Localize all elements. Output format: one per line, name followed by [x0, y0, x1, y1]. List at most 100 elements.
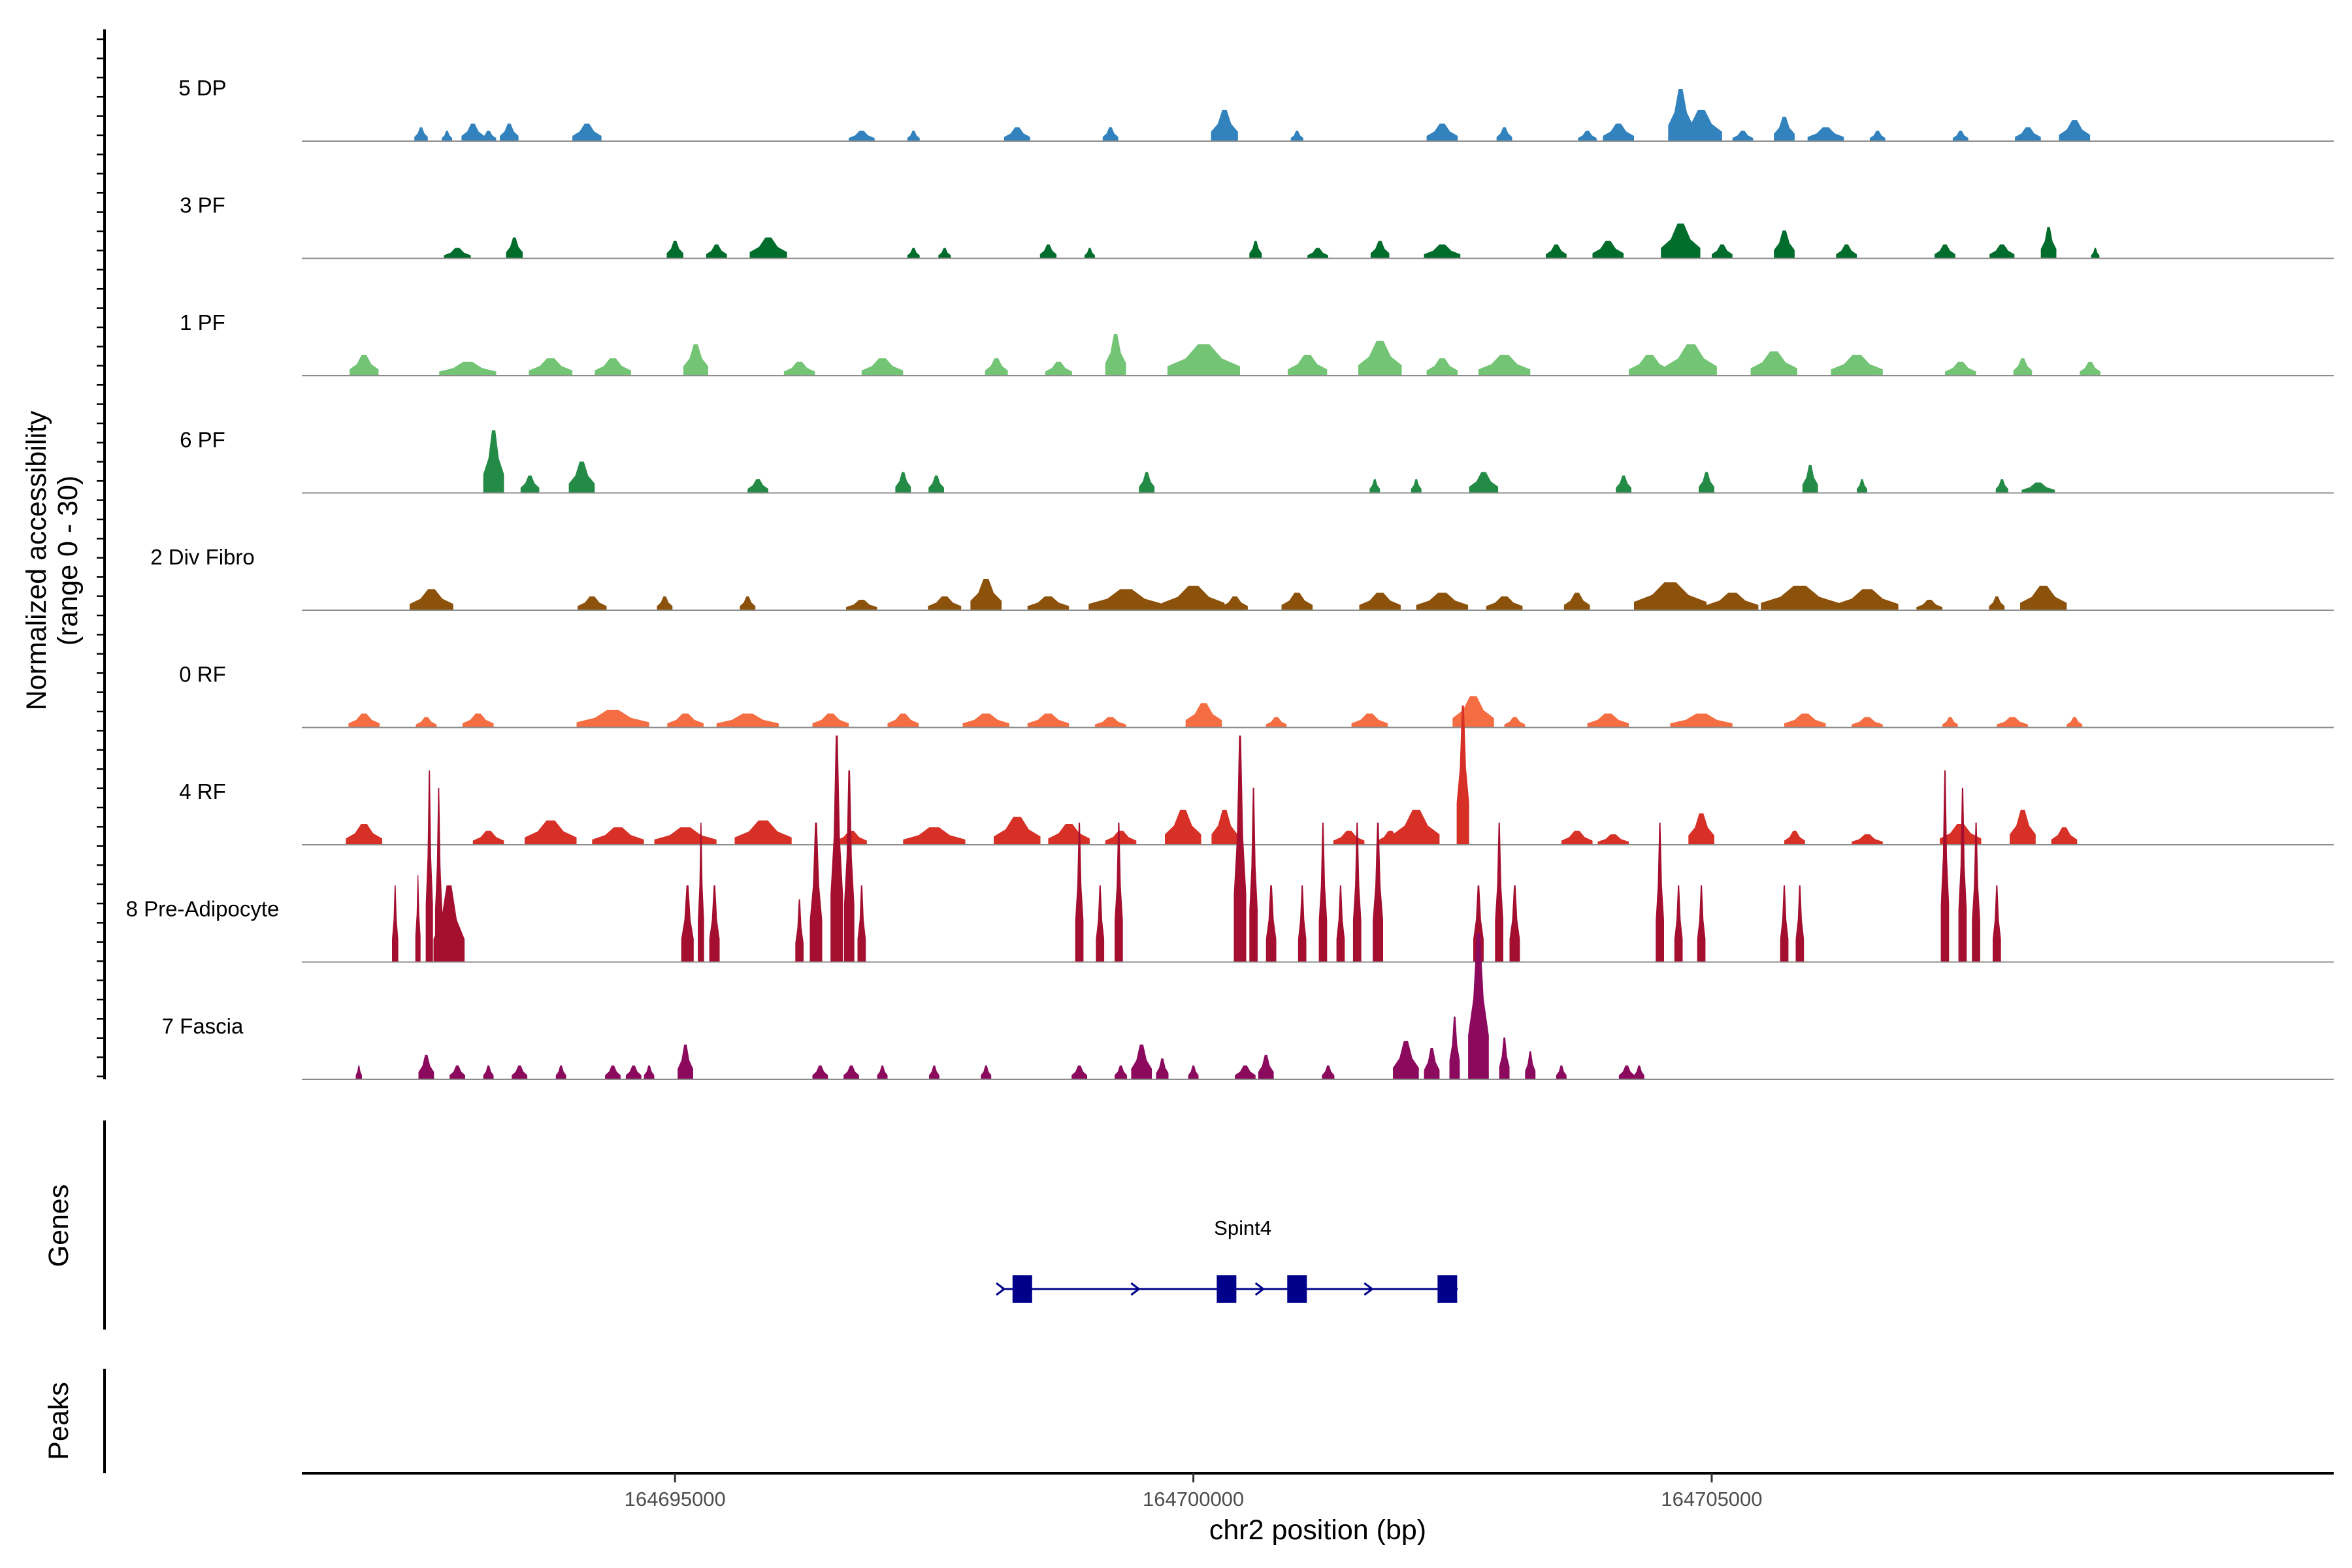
coverage-peak: [747, 479, 768, 493]
coverage-peak: [1222, 596, 1248, 610]
coverage-peak: [449, 1065, 465, 1079]
coverage-peak: [1680, 110, 1722, 141]
coverage-peak: [1266, 885, 1277, 962]
coverage-peak: [1795, 885, 1805, 962]
coverage-peak: [1424, 1048, 1440, 1079]
coverage-peak: [1563, 593, 1590, 610]
coverage-peak: [1661, 223, 1701, 259]
coverage-peak: [985, 358, 1008, 376]
coverage-peak: [1318, 823, 1328, 962]
track-2-div-fibro: 2 Div Fibro: [150, 545, 2334, 611]
gene-exon: [1287, 1275, 1307, 1303]
coverage-peak: [1836, 244, 1857, 259]
coverage-peak: [1478, 355, 1531, 376]
track-7-fascia: 7 Fascia: [162, 933, 2334, 1080]
coverage-peak: [1935, 244, 1955, 259]
coverage-peak: [1750, 351, 1797, 376]
coverage-peak: [1712, 244, 1733, 259]
coverage-peak: [500, 123, 519, 141]
coverage-peak: [795, 899, 804, 962]
coverage-peak: [1233, 735, 1247, 962]
coverage-peak: [1495, 823, 1503, 962]
genes-row-title: Genes: [43, 1184, 74, 1267]
coverage-peak: [1496, 127, 1512, 141]
coverage-peak: [1993, 885, 2001, 962]
coverage-peak: [605, 1065, 621, 1079]
coverage-peak: [981, 1065, 992, 1079]
coverage-peak: [1732, 131, 1754, 141]
coverage-peak: [1807, 127, 1844, 141]
coverage-peak: [483, 1065, 494, 1079]
coverage-peak: [666, 240, 683, 259]
coverage-peak: [1945, 361, 1976, 376]
coverage-peak: [1780, 885, 1789, 962]
coverage-peak: [962, 713, 1009, 728]
coverage-peak: [809, 823, 823, 962]
coverage-peak: [929, 1065, 939, 1079]
coverage-peak: [1499, 1037, 1510, 1079]
track-8-pre-adipocyte: 8 Pre-Adipocyte: [126, 735, 2334, 963]
coverage-peak: [938, 248, 951, 259]
coverage-peak: [1165, 809, 1201, 845]
coverage-peak: [1027, 713, 1070, 728]
coverage-peak: [1094, 717, 1126, 728]
coverage-peak: [846, 600, 877, 610]
track-5-dp: 5 DP: [178, 76, 2334, 142]
coverage-peak: [480, 131, 497, 141]
coverage-peak: [1456, 705, 1469, 845]
coverage-peak: [734, 820, 792, 845]
gene-annotation: Spint4: [996, 1217, 1458, 1303]
coverage-peak: [1370, 240, 1390, 259]
coverage-peak: [1411, 479, 1422, 493]
strand-arrow: [1364, 1282, 1374, 1296]
coverage-peak: [1697, 885, 1706, 962]
coverage-peak: [1707, 593, 1759, 610]
coverage-peak: [520, 475, 540, 493]
coverage-peak: [1131, 1044, 1152, 1079]
track-6-pf: 6 PF: [180, 428, 2334, 494]
coverage-peak: [812, 1065, 828, 1079]
coverage-peak: [1075, 823, 1084, 962]
coverage-peak: [970, 579, 1002, 610]
coverage-peak: [1504, 717, 1526, 728]
gene-exon: [1217, 1275, 1237, 1303]
coverage-peak: [698, 823, 704, 962]
coverage-peak: [1088, 589, 1164, 610]
coverage-peak: [1188, 1065, 1199, 1079]
coverage-peak: [1940, 824, 1982, 845]
coverage-peak: [1162, 585, 1225, 610]
coverage-peak: [1027, 596, 1070, 610]
coverage-peak: [439, 361, 497, 376]
coverage-peak: [1670, 713, 1733, 728]
coverage-peak: [1211, 110, 1238, 141]
coverage-peak: [1761, 585, 1839, 610]
coverage-peak: [346, 824, 382, 845]
coverage-peak: [1449, 1017, 1460, 1079]
coverage-peak: [877, 1065, 888, 1079]
coverage-peak: [433, 885, 465, 962]
coverage-peak: [483, 430, 504, 493]
coverage-peak: [1802, 465, 1818, 493]
coverage-peak: [355, 1065, 362, 1079]
coverage-peak: [1852, 834, 1883, 845]
coverage-peak: [1258, 1054, 1274, 1079]
coverage-peak: [1688, 813, 1714, 845]
coverage-peak: [1852, 717, 1883, 728]
strand-arrow: [996, 1282, 1006, 1296]
strand-arrow: [1130, 1282, 1141, 1296]
coverage-peak: [2013, 358, 2033, 376]
coverage-peak: [667, 713, 704, 728]
coverage-peak: [576, 710, 649, 728]
coverage-peak: [1546, 244, 1567, 259]
coverage-peak: [887, 713, 919, 728]
coverage-peak: [1290, 131, 1303, 141]
coverage-peak: [555, 1065, 566, 1079]
coverage-peak: [592, 827, 644, 845]
coverage-peak: [1105, 334, 1126, 376]
coverage-peak: [1322, 1065, 1335, 1079]
coverage-peak: [928, 475, 944, 493]
y-axis-title: Normalized accessibility: [21, 410, 52, 710]
coverage-peak: [444, 248, 471, 259]
coverage-peak: [1597, 834, 1629, 845]
coverage-peak: [595, 358, 631, 376]
